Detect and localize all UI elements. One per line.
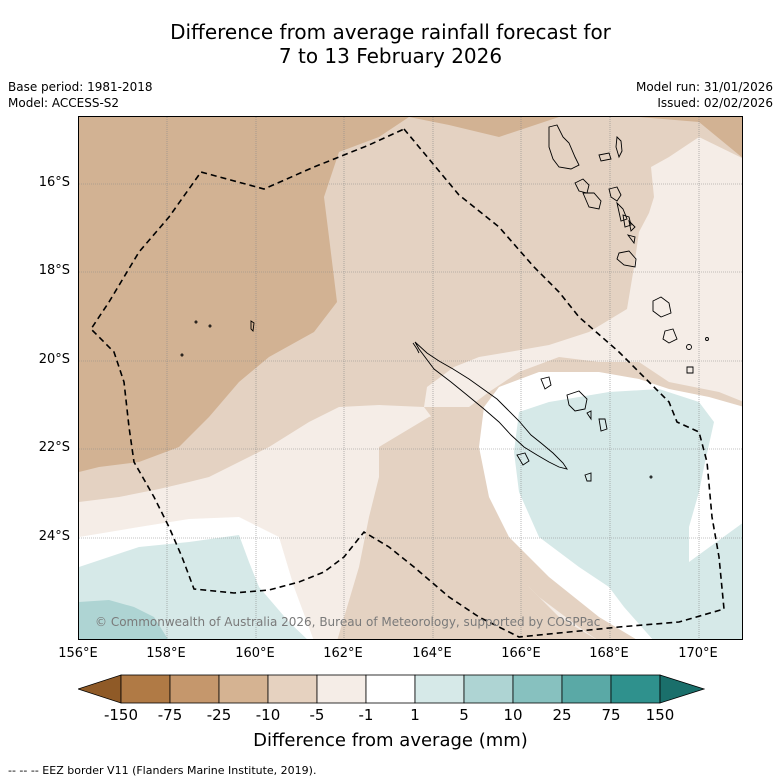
colorbar-segment-7 [414,674,465,704]
reef-1 [194,320,198,324]
base-period: Base period: 1981-2018 [8,80,153,94]
model-run: Model run: 31/01/2026 [635,80,773,94]
island-erromango [652,296,672,318]
island-tiga [586,410,592,421]
island-chesterfield [250,320,255,332]
colorbar-extend-high [659,674,705,704]
colorbar-segment-4 [267,674,318,704]
colorbar-extend-low [78,674,122,704]
island-small-2 [626,234,636,245]
island-espiritu-santo [548,124,580,170]
lon-label-156e: 156°E [58,646,98,661]
lat-label-22s: 22°S [38,440,70,455]
eez-legend-note: -- -- -- EEZ border V11 (Flanders Marine… [8,764,317,777]
lon-label-158e: 158°E [146,646,186,661]
island-tongoa [622,214,632,228]
chart-title-line2: 7 to 13 February 2026 [278,44,503,68]
gridlines [79,117,742,639]
island-ambrym [608,186,622,202]
cb-tick-5: -1 [358,706,374,724]
island-efate [616,250,637,268]
reef-3 [180,353,184,357]
island-maewo [615,136,623,159]
island-belep [412,342,420,354]
cb-tick-7: 5 [459,706,469,724]
colorbar-segment-8 [463,674,514,704]
island-lifou [566,390,588,412]
region-mid-teal-southwest [79,600,168,639]
lon-label-170e: 170°E [678,646,718,661]
lat-label-16s: 16°S [38,175,70,190]
eez-border [89,128,725,638]
colorbar-segment-1 [120,674,171,704]
region-light-brown-south [337,407,596,639]
lat-label-18s: 18°S [38,263,70,278]
chart-title-line1: Difference from average rainfall forecas… [170,20,611,44]
region-very-light-east [424,137,742,407]
islands [180,124,709,482]
map-svg [79,117,742,639]
island-small-1 [628,219,636,232]
colorbar-segment-10 [561,674,612,704]
colorbar-segment-11 [610,674,661,704]
lat-label-24s: 24°S [38,529,70,544]
reef-4 [649,475,653,479]
island-isle-of-pines [516,452,530,466]
lat-label-20s: 20°S [38,352,70,367]
lon-label-168e: 168°E [589,646,629,661]
island-malekula [574,178,590,194]
cb-tick-6: 1 [410,706,420,724]
cb-tick-10: 75 [601,706,621,724]
cb-tick-4: -5 [309,706,325,724]
island-futuna-west [686,344,692,350]
cb-tick-3: -10 [255,706,281,724]
colorbar-segment-9 [512,674,563,704]
colorbar-segment-2 [169,674,220,704]
island-new-caledonia [414,341,569,470]
island-walpole [584,472,592,482]
colorbar [78,674,705,704]
island-mare [598,418,608,432]
region-light-teal-east [514,389,742,639]
cb-tick-1: -75 [157,706,183,724]
cb-tick-9: 25 [552,706,572,724]
island-epi [616,201,628,222]
island-aneityum [705,337,709,341]
region-dark-brown-northeast [409,117,742,158]
lon-label-166e: 166°E [501,646,541,661]
island-ambae [598,152,612,162]
colorbar-segment-3 [218,674,269,704]
island-malekula-south [582,192,602,210]
lon-label-164e: 164°E [412,646,452,661]
region-dark-brown-west [79,117,409,472]
reef-2 [208,324,212,328]
colorbar-segment-5 [316,674,367,704]
model-name: Model: ACCESS-S2 [8,96,120,110]
cb-tick-8: 10 [503,706,523,724]
rainfall-anomaly-map: © Commonwealth of Australia 2026, Bureau… [78,116,743,640]
cb-tick-11: 150 [645,706,675,724]
colorbar-segment-6 [365,674,416,704]
cb-tick-0: -150 [103,706,139,724]
lon-label-162e: 162°E [323,646,363,661]
map-copyright: © Commonwealth of Australia 2026, Bureau… [95,615,601,629]
issued-date: Issued: 02/02/2026 [657,96,773,110]
island-ouvea [540,376,552,390]
cb-tick-2: -25 [206,706,232,724]
island-matthew [686,366,694,374]
lon-label-160e: 160°E [235,646,275,661]
colorbar-title: Difference from average (mm) [253,730,528,751]
island-tanna [662,328,678,344]
